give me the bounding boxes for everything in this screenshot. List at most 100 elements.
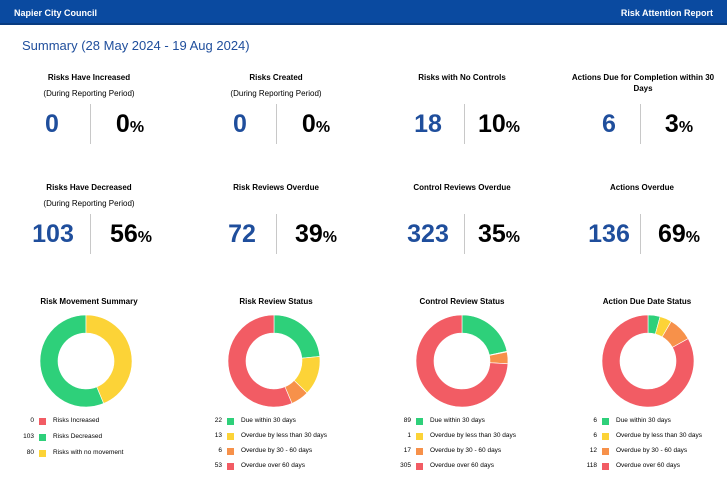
kpi-percent-sign: % (685, 229, 701, 246)
kpi-count: 103 (32, 220, 74, 248)
legend-label: Overdue over 60 days (616, 462, 680, 469)
kpi-subtitle: (During Reporting Period) (43, 89, 135, 98)
chart-title-action-due-date: Action Due Date Status (602, 297, 692, 306)
legend-count: 118 (586, 462, 597, 469)
kpi-percent: 56% (91, 219, 171, 253)
kpi-percent-sign: % (678, 119, 694, 136)
kpi-count: 18 (414, 110, 442, 138)
kpi-divider (90, 214, 91, 254)
chart-title-control-review: Control Review Status (419, 297, 505, 306)
legend-item: 22 Due within 30 days (210, 417, 340, 427)
kpi-divider (464, 104, 465, 144)
kpi-count: 6 (602, 110, 616, 138)
legend-label: Overdue by less than 30 days (241, 432, 327, 439)
donut-chart-risk-movement (39, 314, 133, 408)
kpi-divider (276, 214, 277, 254)
kpi-divider (640, 214, 641, 254)
legend-item: 12 Overdue by 30 - 60 days (585, 447, 715, 457)
kpi-divider (276, 104, 277, 144)
kpi-title: Risk Reviews Overdue (233, 183, 319, 192)
legend-count: 6 (593, 432, 597, 439)
legend-swatch (39, 434, 46, 441)
legend-item: 80 Risks with no movement (22, 449, 152, 459)
kpi-count: 136 (588, 220, 630, 248)
kpi-title: Risks Created (249, 73, 303, 82)
kpi-divider (464, 214, 465, 254)
kpi-percent-sign: % (137, 229, 153, 246)
legend-count: 17 (403, 447, 411, 454)
legend-label: Due within 30 days (616, 417, 671, 424)
report-header: Napier City Council Risk Attention Repor… (0, 0, 727, 25)
kpi-percent: 0% (90, 109, 170, 143)
donut-chart-control-review (415, 314, 509, 408)
donut-slice-due-within-30-days (461, 314, 508, 356)
legend-item: 89 Due within 30 days (399, 417, 529, 427)
legend-swatch (602, 433, 609, 440)
kpi-subtitle: (During Reporting Period) (230, 89, 322, 98)
kpi-percent-value: 69 (657, 220, 686, 248)
kpi-percent-value: 10 (477, 110, 506, 138)
legend-swatch (416, 418, 423, 425)
donut-slice-overdue-over-60-days (415, 314, 509, 408)
legend-label: Risks Increased (53, 417, 100, 424)
legend-label: Overdue by 30 - 60 days (241, 447, 313, 454)
kpi-percent-value: 56 (109, 220, 138, 248)
kpi-percent: 35% (459, 219, 539, 253)
legend-swatch (602, 463, 609, 470)
legend-label: Overdue by 30 - 60 days (430, 447, 502, 454)
kpi-percent-value: 0 (115, 110, 130, 138)
kpi-percent-value: 0 (301, 110, 316, 138)
legend-count: 12 (589, 447, 597, 454)
kpi-percent: 69% (639, 219, 719, 253)
kpi-percent-sign: % (505, 229, 521, 246)
legend-item: 53 Overdue over 60 days (210, 462, 340, 472)
legend-count: 6 (593, 417, 597, 424)
chart-title-risk-review: Risk Review Status (239, 297, 313, 306)
kpi-percent-sign: % (505, 119, 521, 136)
legend-item: 17 Overdue by 30 - 60 days (399, 447, 529, 457)
legend-item: 118 Overdue over 60 days (585, 462, 715, 472)
legend-item: 13 Overdue by less than 30 days (210, 432, 340, 442)
donut-slice-risks-with-no-movement (85, 314, 133, 404)
legend-label: Overdue over 60 days (430, 462, 494, 469)
legend-swatch (416, 463, 423, 470)
donut-chart-risk-review (227, 314, 321, 408)
legend-count: 1 (407, 432, 411, 439)
legend-item: 0 Risks Increased (22, 417, 152, 427)
legend-count: 80 (26, 449, 34, 456)
kpi-percent: 10% (459, 109, 539, 143)
legend-count: 6 (218, 447, 222, 454)
donut-slice-due-within-30-days (273, 314, 321, 359)
kpi-divider (90, 104, 91, 144)
legend-swatch (602, 448, 609, 455)
legend-count: 13 (214, 432, 222, 439)
kpi-count: 72 (228, 220, 256, 248)
donut-chart-action-due-date (601, 314, 695, 408)
legend-label: Overdue by less than 30 days (616, 432, 702, 439)
legend-item: 103 Risks Decreased (22, 433, 152, 443)
legend-swatch (602, 418, 609, 425)
donut-slice-risks-decreased (39, 314, 105, 408)
kpi-count: 0 (45, 110, 59, 138)
kpi-percent-sign: % (322, 229, 338, 246)
legend-item: 6 Due within 30 days (585, 417, 715, 427)
legend-label: Due within 30 days (241, 417, 296, 424)
legend-swatch (416, 448, 423, 455)
legend-count: 0 (30, 417, 34, 424)
legend-swatch (227, 418, 234, 425)
kpi-title: Risks Have Increased (47, 73, 131, 82)
legend-item: 305 Overdue over 60 days (399, 462, 529, 472)
legend-swatch (227, 463, 234, 470)
kpi-percent: 39% (276, 219, 356, 253)
donut-slice-overdue-over-60-days (601, 314, 695, 408)
legend-count: 53 (214, 462, 222, 469)
legend-item: 1 Overdue by less than 30 days (399, 432, 529, 442)
kpi-percent: 0% (276, 109, 356, 143)
legend-swatch (227, 448, 234, 455)
organization-name: Napier City Council (14, 8, 98, 18)
legend-label: Overdue by 30 - 60 days (616, 447, 688, 454)
legend-count: 103 (23, 433, 34, 440)
legend-item: 6 Overdue by less than 30 days (585, 432, 715, 442)
kpi-percent-sign: % (315, 119, 331, 136)
legend-swatch (227, 433, 234, 440)
